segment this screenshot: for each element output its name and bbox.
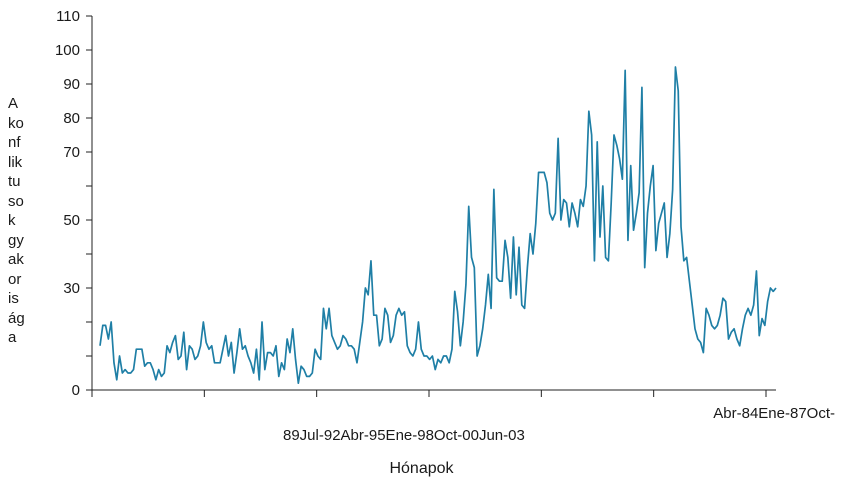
y-axis-label-fragment: ak [8, 251, 24, 268]
y-tick-label: 0 [72, 382, 80, 399]
y-axis-label-fragment: k [8, 212, 16, 229]
x-tick-labels-row-2: 89Jul-92Abr-95Ene-98Oct-00Jun-03 [283, 427, 525, 444]
y-axis-label-fragment: or [8, 270, 22, 288]
y-tick-label: 70 [63, 144, 80, 161]
y-axis-label-fragment: tu [8, 173, 21, 190]
x-tick-labels-row-1: Abr-84Ene-87Oct- [713, 405, 835, 422]
y-axis-label-fragment: nf [8, 134, 21, 151]
y-tick-label: 50 [63, 212, 80, 229]
y-axis-label-fragment: gy [8, 231, 24, 249]
y-axis-label-fragment: a [8, 329, 17, 346]
series-line [99, 66, 777, 385]
y-axis-label-fragment: ág [8, 309, 25, 327]
y-axis-label-fragment: is [8, 290, 19, 307]
x-axis-label: Hónapok [389, 460, 454, 477]
y-axis-label-fragment: ko [8, 114, 24, 132]
y-tick-label: 90 [63, 76, 80, 93]
y-axis-label-fragment: so [8, 192, 24, 210]
y-axis-label-fragment: A [8, 95, 19, 112]
y-tick-label: 80 [63, 110, 80, 127]
y-tick-label: 30 [63, 280, 80, 297]
y-axis-label-fragment: lik [8, 153, 23, 171]
y-tick-label: 110 [56, 8, 80, 25]
y-tick-label: 100 [55, 42, 80, 59]
